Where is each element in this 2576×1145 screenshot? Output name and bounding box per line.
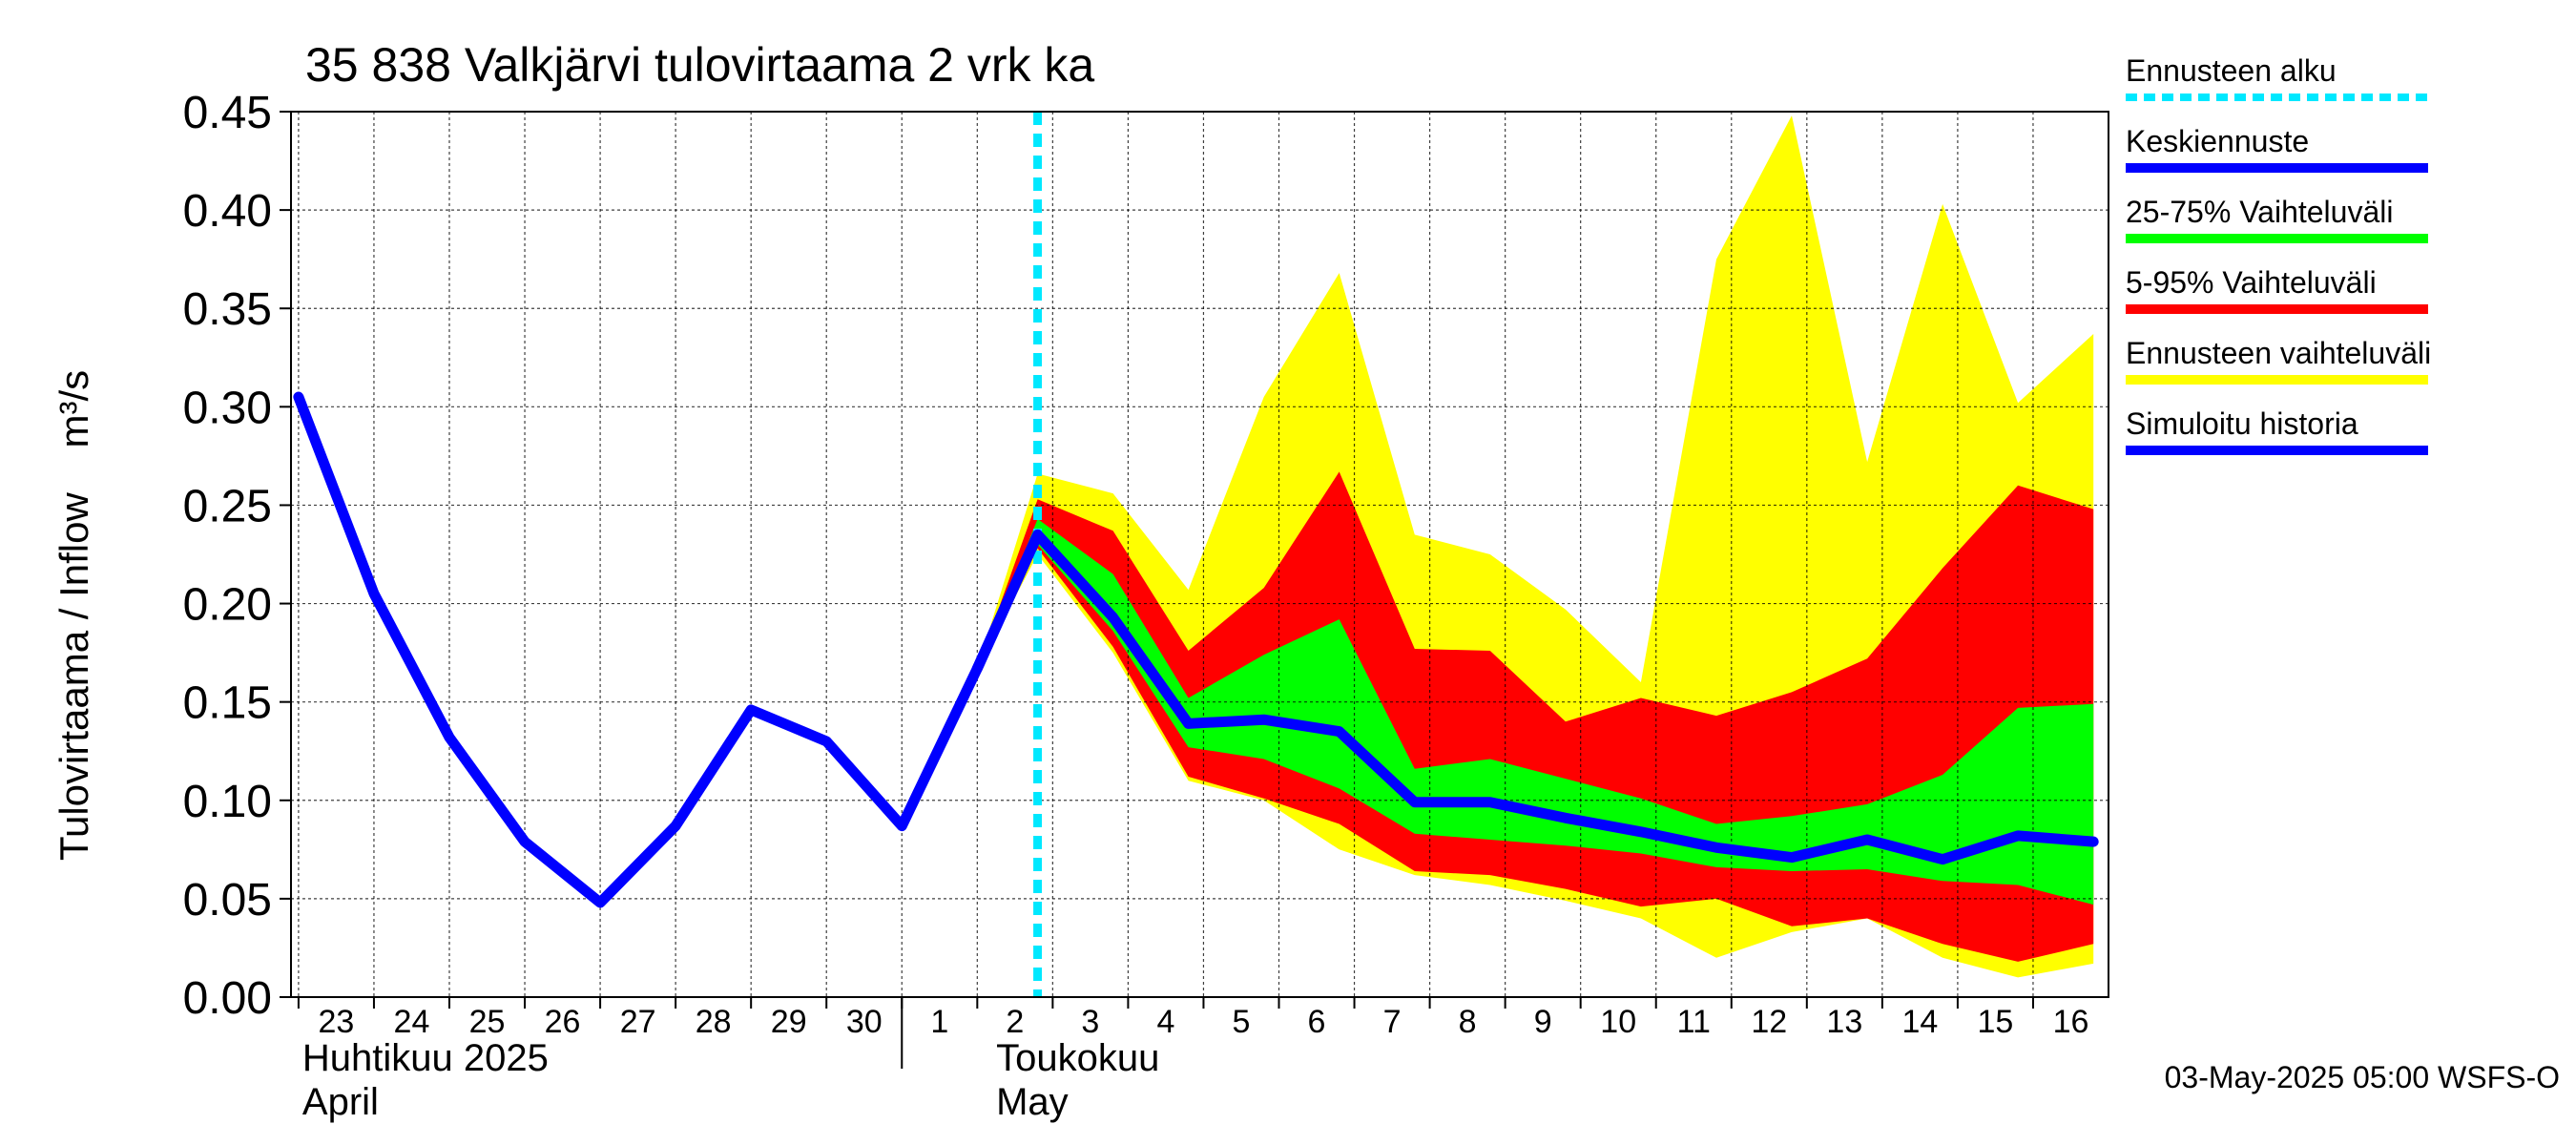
x-tick-label: 2 xyxy=(1006,1004,1024,1040)
y-tick-labels: 0.00 0.05 0.10 0.15 0.20 0.25 0.30 0.35 0.40 0.45 xyxy=(183,88,272,1024)
x-tick-label: 5 xyxy=(1233,1004,1251,1040)
x-tick-label: 30 xyxy=(846,1004,883,1040)
legend-label: Ennusteen vaihteluväli xyxy=(2126,336,2431,370)
x-tick-label: 1 xyxy=(930,1004,948,1040)
x-tick-label: 8 xyxy=(1459,1004,1477,1040)
y-tick-label: 0.00 xyxy=(183,973,272,1024)
legend-label: Simuloitu historia xyxy=(2126,406,2358,441)
timestamp: 03-May-2025 05:00 WSFS-O xyxy=(2165,1060,2560,1094)
y-tick-label: 0.15 xyxy=(183,678,272,729)
y-tick-label: 0.10 xyxy=(183,777,272,827)
x-tick-label: 9 xyxy=(1534,1004,1552,1040)
series-lines xyxy=(293,112,2099,997)
x-tick-label: 10 xyxy=(1600,1004,1636,1040)
x-tick-label: 26 xyxy=(545,1004,581,1040)
legend-label: Ennusteen alku xyxy=(2126,53,2337,88)
month-label-en: April xyxy=(302,1081,379,1123)
band-25-75 xyxy=(977,518,2094,906)
x-tick-label: 29 xyxy=(771,1004,807,1040)
x-tick-label: 16 xyxy=(2053,1004,2089,1040)
x-tick-label: 12 xyxy=(1751,1004,1787,1040)
x-tick-label: 3 xyxy=(1081,1004,1099,1040)
y-tick-label: 0.25 xyxy=(183,481,272,531)
axes xyxy=(280,111,2109,1069)
median-forecast-line xyxy=(971,529,2099,865)
history-line xyxy=(293,391,1044,908)
month-label-fi: Toukokuu xyxy=(996,1037,1159,1079)
y-tick-label: 0.20 xyxy=(183,580,272,631)
x-tick-label: 4 xyxy=(1156,1004,1174,1040)
x-tick-label: 23 xyxy=(319,1004,355,1040)
y-axis-label: Tulovirtaama / Inflow m³/s xyxy=(52,370,96,861)
x-tick-label: 27 xyxy=(620,1004,656,1040)
legend: Ennusteen alku Keskiennuste 25-75% Vaihtel… xyxy=(2126,53,2431,455)
x-tick-label: 15 xyxy=(1978,1004,2014,1040)
y-tick-label: 0.05 xyxy=(183,875,272,926)
y-tick-label: 0.40 xyxy=(183,186,272,237)
legend-label: 5-95% Vaihteluväli xyxy=(2126,265,2377,300)
month-label-en: May xyxy=(996,1081,1069,1123)
chart-title: 35 838 Valkjärvi tulovirtaama 2 vrk ka xyxy=(305,38,1094,92)
x-tick-label: 24 xyxy=(394,1004,430,1040)
x-tick-label: 7 xyxy=(1383,1004,1402,1040)
x-tick-label: 28 xyxy=(696,1004,732,1040)
month-label-fi: Huhtikuu 2025 xyxy=(302,1037,549,1079)
plot-frame xyxy=(290,111,2109,998)
legend-label: Keskiennuste xyxy=(2126,124,2309,158)
y-tick-label: 0.45 xyxy=(183,88,272,138)
x-tick-labels: 23 24 25 26 27 28 29 30 1 2 3 4 5 6 7 8 9 10 11 12 13 14 15 16 xyxy=(319,1004,2089,1040)
x-tick-label: 25 xyxy=(469,1004,506,1040)
y-tick-label: 0.30 xyxy=(183,383,272,433)
forecast-bands xyxy=(977,115,2094,978)
legend-label: 25-75% Vaihteluväli xyxy=(2126,195,2393,229)
x-tick-label: 13 xyxy=(1826,1004,1862,1040)
y-tick-label: 0.35 xyxy=(183,284,272,335)
x-tick-label: 11 xyxy=(1677,1004,1711,1040)
x-tick-label: 14 xyxy=(1901,1004,1938,1040)
x-tick-label: 6 xyxy=(1308,1004,1326,1040)
